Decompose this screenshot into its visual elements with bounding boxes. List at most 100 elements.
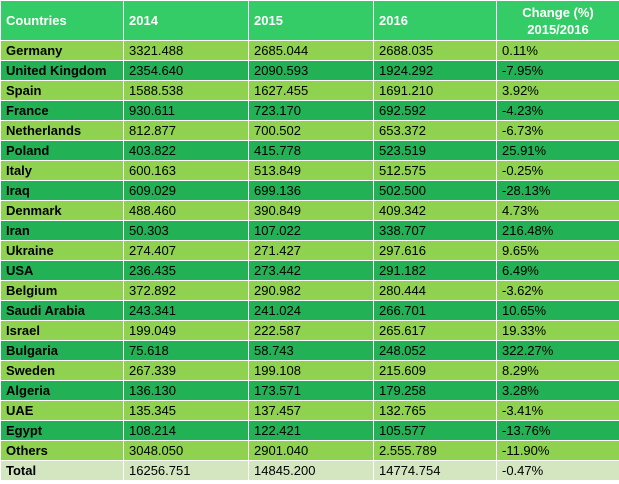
change-cell: -6.73% (496, 120, 619, 141)
value-2016-cell: 105.577 (373, 420, 497, 441)
country-cell: Ukraine (0, 240, 124, 261)
change-cell: -28.13% (496, 180, 619, 201)
change-cell: -3.62% (496, 280, 619, 301)
change-cell: 4.73% (496, 200, 619, 221)
value-2015-cell: 513.849 (248, 160, 374, 181)
country-cell: Spain (0, 80, 124, 101)
country-cell: Algeria (0, 380, 124, 401)
change-cell: -7.95% (496, 60, 619, 81)
value-2016-cell: 291.182 (373, 260, 497, 281)
value-2014-cell: 3321.488 (123, 40, 249, 61)
table-row: France 930.611 723.170 692.592 -4.23% (0, 100, 619, 121)
change-cell: -13.76% (496, 420, 619, 441)
value-2014-cell: 372.892 (123, 280, 249, 301)
header-2015: 2015 (248, 0, 374, 41)
country-cell: USA (0, 260, 124, 281)
value-2014-cell: 488.460 (123, 200, 249, 221)
header-change-label: Change (%) (522, 4, 594, 20)
value-2014-cell: 403.822 (123, 140, 249, 161)
table-row: Ukraine 274.407 271.427 297.616 9.65% (0, 240, 619, 261)
table-row: Netherlands 812.877 700.502 653.372 -6.73% (0, 120, 619, 141)
change-cell: 3.92% (496, 80, 619, 101)
total-value-2016-cell: 14774.754 (373, 460, 497, 481)
country-cell: Germany (0, 40, 124, 61)
value-2016-cell: 2688.035 (373, 40, 497, 61)
table-row: Iran 50.303 107.022 338.707 216.48% (0, 220, 619, 241)
country-cell: Netherlands (0, 120, 124, 141)
value-2014-cell: 108.214 (123, 420, 249, 441)
value-2016-cell: 1924.292 (373, 60, 497, 81)
value-2015-cell: 390.849 (248, 200, 374, 221)
value-2015-cell: 58.743 (248, 340, 374, 361)
value-2015-cell: 2901.040 (248, 440, 374, 461)
table-row: Bulgaria 75.618 58.743 248.052 322.27% (0, 340, 619, 361)
value-2016-cell: 2.555.789 (373, 440, 497, 461)
value-2015-cell: 241.024 (248, 300, 374, 321)
value-2014-cell: 136.130 (123, 380, 249, 401)
value-2014-cell: 267.339 (123, 360, 249, 381)
table-row: Spain 1588.538 1627.455 1691.210 3.92% (0, 80, 619, 101)
value-2015-cell: 2090.593 (248, 60, 374, 81)
change-cell: 3.28% (496, 380, 619, 401)
country-cell: Iraq (0, 180, 124, 201)
value-2016-cell: 653.372 (373, 120, 497, 141)
table-row: Iraq 609.029 699.136 502.500 -28.13% (0, 180, 619, 201)
value-2014-cell: 609.029 (123, 180, 249, 201)
country-cell: Bulgaria (0, 340, 124, 361)
table-row: USA 236.435 273.442 291.182 6.49% (0, 260, 619, 281)
value-2015-cell: 290.982 (248, 280, 374, 301)
header-2014: 2014 (123, 0, 249, 41)
value-2015-cell: 415.778 (248, 140, 374, 161)
value-2016-cell: 215.609 (373, 360, 497, 381)
value-2014-cell: 1588.538 (123, 80, 249, 101)
value-2015-cell: 137.457 (248, 400, 374, 421)
total-change-cell: -0.47% (496, 460, 619, 481)
value-2014-cell: 930.611 (123, 100, 249, 121)
table-row: Poland 403.822 415.778 523.519 25.91% (0, 140, 619, 161)
value-2016-cell: 523.519 (373, 140, 497, 161)
country-cell: Saudi Arabia (0, 300, 124, 321)
value-2016-cell: 132.765 (373, 400, 497, 421)
header-countries: Countries (0, 0, 124, 41)
change-cell: 9.65% (496, 240, 619, 261)
value-2015-cell: 723.170 (248, 100, 374, 121)
value-2016-cell: 409.342 (373, 200, 497, 221)
country-cell: Egypt (0, 420, 124, 441)
value-2015-cell: 122.421 (248, 420, 374, 441)
total-country-cell: Total (0, 460, 124, 481)
total-row: Total 16256.751 14845.200 14774.754 -0.47% (0, 460, 619, 481)
country-cell: Sweden (0, 360, 124, 381)
country-cell: Denmark (0, 200, 124, 221)
value-2016-cell: 297.616 (373, 240, 497, 261)
value-2014-cell: 236.435 (123, 260, 249, 281)
value-2014-cell: 50.303 (123, 220, 249, 241)
country-cell: France (0, 100, 124, 121)
table-row: Italy 600.163 513.849 512.575 -0.25% (0, 160, 619, 181)
change-cell: 19.33% (496, 320, 619, 341)
value-2015-cell: 1627.455 (248, 80, 374, 101)
change-cell: 25.91% (496, 140, 619, 161)
change-cell: -11.90% (496, 440, 619, 461)
value-2015-cell: 700.502 (248, 120, 374, 141)
value-2016-cell: 179.258 (373, 380, 497, 401)
country-cell: Iran (0, 220, 124, 241)
table-row: Sweden 267.339 199.108 215.609 8.29% (0, 360, 619, 381)
table-row: United Kingdom 2354.640 2090.593 1924.292 -7… (0, 60, 619, 81)
value-2015-cell: 271.427 (248, 240, 374, 261)
value-2014-cell: 135.345 (123, 400, 249, 421)
value-2015-cell: 699.136 (248, 180, 374, 201)
header-change-period: 2015/2016 (527, 21, 589, 37)
value-2016-cell: 512.575 (373, 160, 497, 181)
value-2015-cell: 107.022 (248, 220, 374, 241)
value-2014-cell: 2354.640 (123, 60, 249, 81)
value-2014-cell: 3048.050 (123, 440, 249, 461)
country-cell: Poland (0, 140, 124, 161)
header-2016: 2016 (373, 0, 497, 41)
value-2014-cell: 274.407 (123, 240, 249, 261)
country-cell: Belgium (0, 280, 124, 301)
header-change: Change (%) 2015/2016 (496, 0, 619, 41)
change-cell: 10.65% (496, 300, 619, 321)
change-cell: -4.23% (496, 100, 619, 121)
country-cell: United Kingdom (0, 60, 124, 81)
total-value-2015-cell: 14845.200 (248, 460, 374, 481)
